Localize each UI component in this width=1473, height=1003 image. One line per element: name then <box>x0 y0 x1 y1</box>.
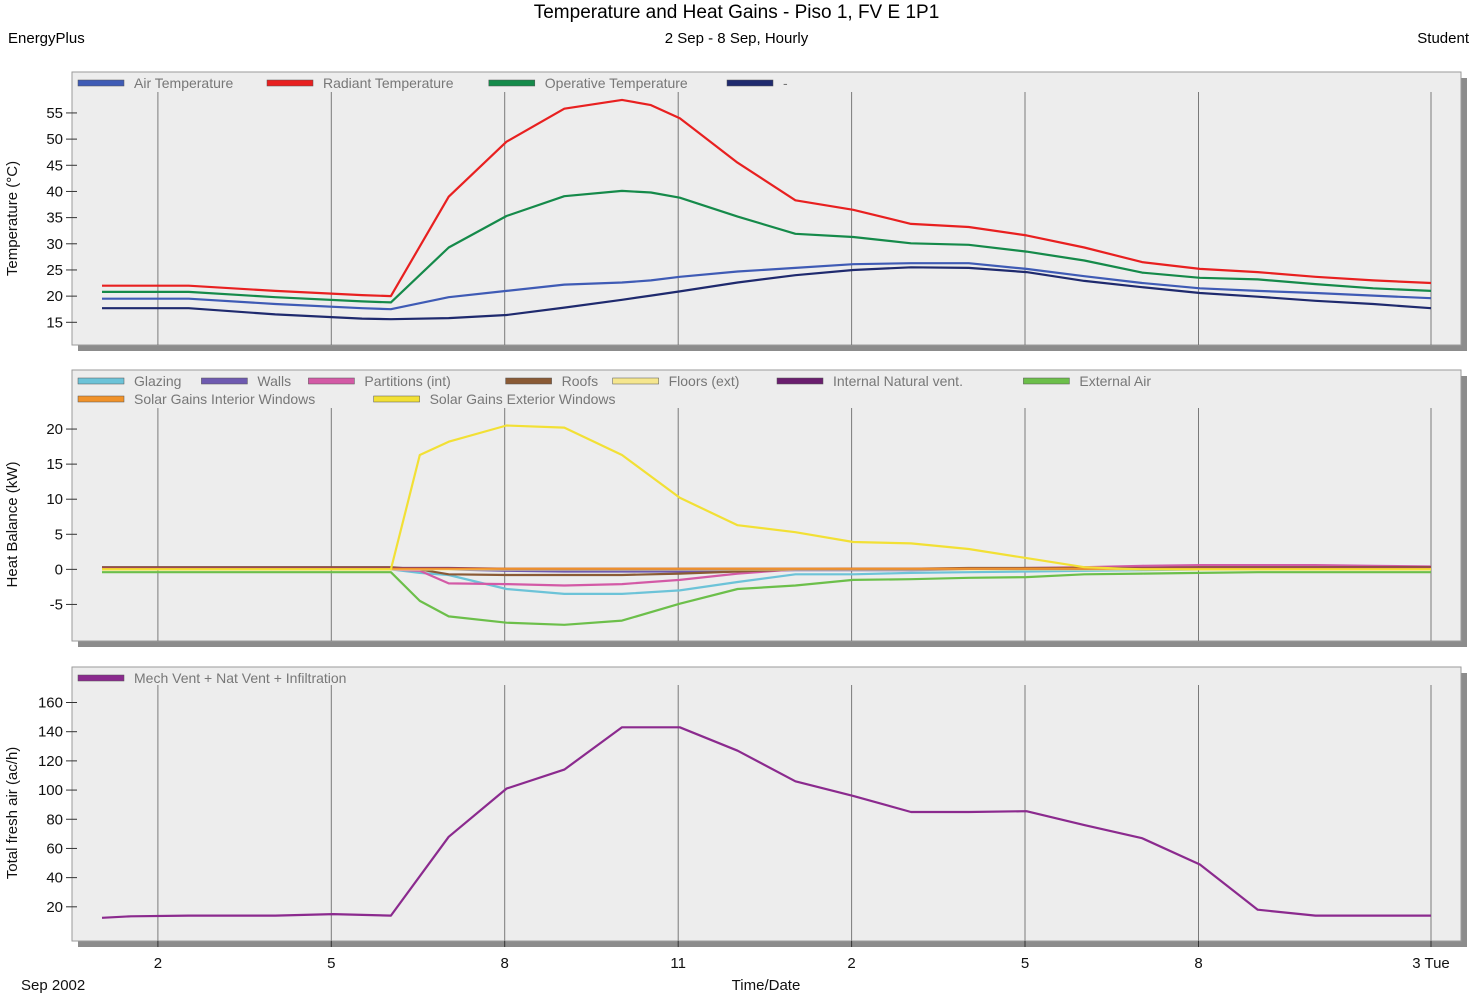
x-tick-label: 2 <box>154 955 162 972</box>
legend-label: Solar Gains Interior Windows <box>134 391 315 407</box>
legend-label: Roofs <box>562 373 599 389</box>
legend-label: Partitions (int) <box>364 373 450 389</box>
y-tick-label: 50 <box>46 131 63 148</box>
y-tick-label: 140 <box>38 724 63 741</box>
y-tick-label: 20 <box>46 899 63 916</box>
legend-swatch <box>77 395 125 403</box>
x-tick-label: 5 <box>1021 955 1029 972</box>
chart-subtitle: 2 Sep - 8 Sep, Hourly <box>664 30 809 47</box>
x-tick-label: 2 <box>847 955 855 972</box>
y-tick-label: 30 <box>46 236 63 253</box>
y-tick-label: 15 <box>46 314 63 331</box>
chart-title: Temperature and Heat Gains - Piso 1, FV … <box>533 2 940 23</box>
x-period-label: Sep 2002 <box>21 977 85 994</box>
y-tick-label: 100 <box>38 782 63 799</box>
series-line-mech-vent-nat-vent-infiltration <box>101 726 1431 919</box>
legend-swatch <box>726 79 774 87</box>
legend-swatch <box>77 377 125 385</box>
legend-swatch <box>612 377 659 385</box>
y-tick-label: 160 <box>38 695 63 712</box>
legend-label: Solar Gains Exterior Windows <box>430 391 616 407</box>
series-line-external-air <box>102 571 1431 626</box>
y-tick-label: 55 <box>46 105 63 122</box>
chart-panel-1: 15 20 25 30 35 40 45 50 55 Temperature (°C) Air Te… <box>4 71 1467 351</box>
series-line-operative-temperature <box>102 189 1432 304</box>
y-axis-title: Temperature (°C) <box>4 161 21 276</box>
x-tick-label: 8 <box>1194 955 1202 972</box>
legend-label: Mech Vent + Nat Vent + Infiltration <box>134 670 346 686</box>
y-tick-label: 35 <box>46 210 63 227</box>
series-line-radiant-temperature <box>102 98 1432 298</box>
legend-swatch <box>308 377 355 385</box>
y-tick-label: 15 <box>46 456 63 473</box>
legend-swatch <box>1023 377 1070 385</box>
y-tick-label: 60 <box>46 840 63 857</box>
legend-swatch <box>505 377 552 385</box>
panel-background <box>71 666 1462 942</box>
legend-swatch <box>266 79 314 87</box>
y-tick-label: 120 <box>38 753 63 770</box>
y-axis-title: Heat Balance (kW) <box>4 462 21 588</box>
y-tick-label: 80 <box>46 811 63 828</box>
y-tick-label: 40 <box>46 870 63 887</box>
legend-label: Air Temperature <box>134 75 234 91</box>
x-tick-label: 8 <box>501 955 509 972</box>
legend-swatch <box>776 377 824 385</box>
x-tick-label: 11 <box>670 955 686 972</box>
y-tick-label: 5 <box>55 526 63 543</box>
chart-panel-2: -5 0 5 10 15 20 Heat Balance (kW) Glazing Walls P… <box>4 369 1467 647</box>
series-line- <box>102 266 1432 321</box>
y-tick-label: -5 <box>50 596 63 613</box>
legend-label: - <box>783 75 788 91</box>
legend-label: External Air <box>1079 373 1151 389</box>
y-tick-label: 45 <box>46 157 63 174</box>
legend-swatch <box>77 674 125 682</box>
legend-swatch <box>488 79 536 87</box>
legend-label: Floors (ext) <box>669 373 740 389</box>
y-axis-title: Total fresh air (ac/h) <box>4 747 21 880</box>
legend-label: Radiant Temperature <box>323 75 454 91</box>
x-tick-label: 3 Tue <box>1412 955 1450 972</box>
legend-label: Glazing <box>134 373 181 389</box>
y-tick-label: 10 <box>46 491 63 508</box>
chart-panel-3: 20 40 60 80 100 120 140 160 Total fresh air (ac/… <box>4 666 1467 947</box>
legend-swatch <box>201 377 248 385</box>
y-tick-label: 25 <box>46 262 63 279</box>
x-tick-label: 5 <box>327 955 335 972</box>
legend-label: Operative Temperature <box>545 75 688 91</box>
series-line-air-temperature <box>102 262 1432 311</box>
app-name: EnergyPlus <box>8 30 85 47</box>
legend-label: Walls <box>257 373 291 389</box>
y-tick-label: 20 <box>46 288 63 305</box>
y-tick-label: 0 <box>55 561 63 578</box>
x-axis-title: Time/Date <box>732 977 801 994</box>
legend-swatch <box>77 79 125 87</box>
series-line-solar-gains-exterior-windows <box>102 424 1431 571</box>
legend-label: Internal Natural vent. <box>833 373 963 389</box>
y-tick-label: 40 <box>46 183 63 200</box>
y-tick-label: 20 <box>46 421 63 438</box>
legend-swatch <box>373 395 420 403</box>
panel-background <box>71 369 1462 642</box>
license-label: Student <box>1417 30 1469 47</box>
